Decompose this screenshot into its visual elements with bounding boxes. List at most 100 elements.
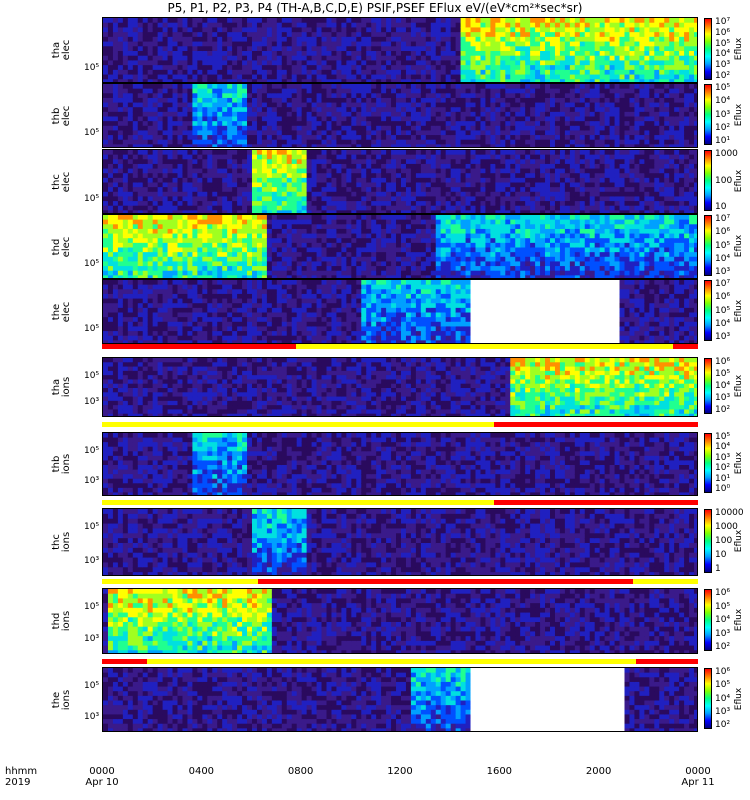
mode-segment-red: [102, 344, 296, 349]
colorbar-tick-label: 10³: [715, 708, 730, 717]
colorbar-tick-label: 10²: [715, 72, 730, 81]
mode-bar: [102, 500, 698, 505]
colorbar-tick-label: 10⁶: [715, 668, 730, 677]
colorbar-tha-ions: [704, 358, 712, 414]
mode-bar: [102, 422, 698, 427]
colorbar-tick-label: 10⁵: [715, 603, 730, 612]
x-tick-label: 0400: [176, 766, 226, 777]
panel-label-the-elec: the elec: [52, 292, 72, 332]
colorbar-thb-elec: [704, 84, 712, 145]
mode-bar: [102, 659, 698, 664]
spectrogram-thc-elec: [102, 149, 698, 214]
colorbar-tick-label: 10⁶: [715, 358, 730, 367]
mode-segment-red: [673, 344, 698, 349]
colorbar-tick-label: 10⁴: [715, 695, 730, 704]
colorbar-tick-label: 10⁴: [715, 382, 730, 391]
colorbar-tick-label: 10⁷: [715, 215, 730, 224]
colorbar-tick-label: 10⁰: [715, 485, 730, 494]
colorbar-thc-elec: [704, 150, 712, 211]
species-name: elec: [62, 292, 72, 332]
colorbar-tick-label: 10000: [715, 509, 744, 518]
colorbar-tick-label: 10²: [715, 464, 730, 473]
colorbar-tick-label: 10⁵: [715, 242, 730, 251]
colorbar-tick-label: 1000: [715, 150, 738, 159]
spectrogram-thd-elec: [102, 214, 698, 279]
colorbar-tick-label: 10⁴: [715, 616, 730, 625]
colorbar-unit: Eflux: [734, 169, 744, 191]
colorbar-unit: Eflux: [734, 38, 744, 60]
mode-segment-yellow: [102, 579, 258, 584]
colorbar-tick-label: 10⁶: [715, 293, 730, 302]
y-tick-label: 10⁵: [84, 259, 99, 269]
colorbar-tick-label: 100: [715, 177, 732, 186]
panel-label-thd-elec: thd elec: [52, 227, 72, 267]
spectrogram-canvas: [103, 18, 698, 83]
colorbar-tick-label: 10⁶: [715, 228, 730, 237]
species-name: ions: [62, 680, 72, 720]
x-tick-label: 0800: [276, 766, 326, 777]
colorbar-tick-label: 10⁵: [715, 433, 730, 442]
colorbar-tick-label: 10⁴: [715, 255, 730, 264]
spectrogram-canvas: [103, 668, 698, 732]
mode-segment-yellow: [102, 422, 494, 427]
x-tick-label: 1600: [474, 766, 524, 777]
corner-line-1: hhmm: [5, 766, 37, 777]
colorbar-tick-label: 10⁴: [715, 443, 730, 452]
colorbar-unit: Eflux: [734, 375, 744, 397]
y-tick-label: 10³: [84, 634, 99, 644]
colorbar-tick-label: 100: [715, 537, 732, 546]
colorbar-tick-label: 1: [715, 565, 721, 574]
panel-label-thd-ions: thd ions: [52, 601, 72, 641]
colorbar-the-ions: [704, 668, 712, 729]
spectrogram-thd-ions: [102, 588, 698, 654]
colorbar-tha-elec: [704, 18, 712, 80]
spectrogram-canvas: [103, 433, 698, 496]
x-tick-label: 2000: [574, 766, 624, 777]
panel-label-tha-elec: tha elec: [52, 30, 72, 70]
colorbar-unit: Eflux: [734, 234, 744, 256]
colorbar-thc-ions: [704, 509, 712, 573]
spectrogram-canvas: [103, 509, 698, 576]
colorbar-tick-label: 10²: [715, 721, 730, 730]
colorbar-tick-label: 10: [715, 203, 726, 212]
colorbar-tick-label: 10²: [715, 643, 730, 652]
time-axis-corner-label: hhmm 2019: [5, 766, 37, 788]
panel-label-tha-ions: tha ions: [52, 367, 72, 407]
panel-label-thb-ions: thb ions: [52, 444, 72, 484]
colorbar-the-elec: [704, 280, 712, 341]
colorbar-tick-label: 10¹: [715, 475, 730, 484]
spectrogram-canvas: [103, 215, 698, 279]
spectrogram-thb-ions: [102, 432, 698, 496]
species-name: ions: [62, 444, 72, 484]
colorbar-unit: Eflux: [734, 530, 744, 552]
spectrogram-the-elec: [102, 279, 698, 344]
colorbar-tick-label: 10²: [715, 124, 730, 133]
x-tick-label: 1200: [375, 766, 425, 777]
y-tick-label: 10⁵: [84, 324, 99, 334]
spectrogram-thc-ions: [102, 508, 698, 576]
mode-segment-yellow: [296, 344, 673, 349]
colorbar-tick-label: 10⁷: [715, 18, 730, 27]
colorbar-unit: Eflux: [734, 452, 744, 474]
species-name: elec: [62, 96, 72, 136]
y-tick-label: 10³: [84, 712, 99, 722]
mode-segment-red: [636, 659, 698, 664]
y-tick-label: 10⁵: [84, 681, 99, 691]
spectrogram-canvas: [103, 358, 698, 417]
y-tick-label: 10⁵: [84, 63, 99, 73]
colorbar-tick-label: 10³: [715, 394, 730, 403]
colorbar-tick-label: 10⁵: [715, 681, 730, 690]
y-tick-label: 10³: [84, 476, 99, 486]
mode-segment-red: [494, 500, 698, 505]
colorbar-thd-elec: [704, 215, 712, 276]
mode-segment-yellow: [633, 579, 698, 584]
spectrogram-tha-elec: [102, 17, 698, 83]
colorbar-tick-label: 10⁴: [715, 320, 730, 329]
mode-segment-red: [102, 659, 147, 664]
colorbar-tick-label: 10³: [715, 333, 730, 342]
x-tick-label: 0000 Apr 11: [673, 766, 723, 788]
colorbar-tick-label: 10: [715, 551, 726, 560]
y-tick-label: 10³: [84, 556, 99, 566]
colorbar-tick-label: 10⁷: [715, 280, 730, 289]
spectrogram-canvas: [103, 589, 698, 654]
